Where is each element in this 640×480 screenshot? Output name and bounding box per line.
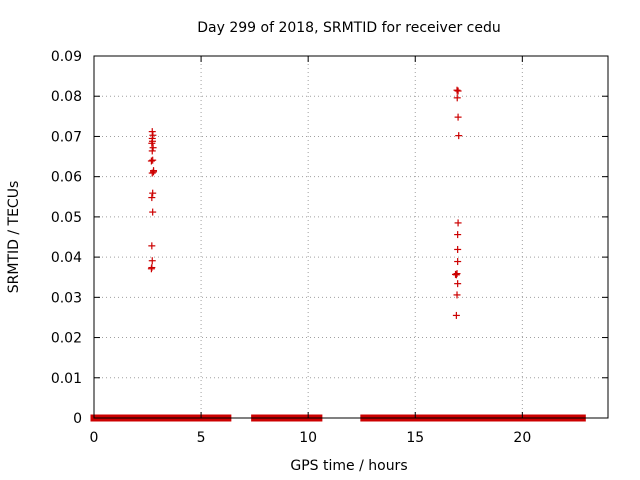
data-point — [148, 128, 156, 136]
y-tick-label: 0.01 — [51, 371, 82, 387]
y-tick-label: 0.05 — [51, 210, 82, 226]
y-tick-label: 0.06 — [51, 170, 82, 186]
data-point — [454, 87, 462, 95]
data-point — [454, 113, 462, 121]
data-point — [147, 157, 155, 165]
data-point — [148, 242, 156, 250]
grid-layer — [94, 56, 608, 418]
x-tick-label: 15 — [406, 430, 424, 446]
data-point — [454, 258, 462, 266]
data-point — [453, 94, 461, 102]
plot-frame — [93, 55, 609, 419]
axis-ticks — [93, 55, 608, 419]
x-tick-label: 5 — [197, 430, 206, 446]
x-tick-label: 10 — [299, 430, 317, 446]
data-point — [149, 208, 157, 216]
data-point — [453, 291, 461, 299]
data-point — [452, 270, 460, 278]
chart-title: Day 299 of 2018, SRMTID for receiver ced… — [197, 20, 500, 36]
data-point — [452, 311, 460, 319]
data-point — [454, 231, 462, 239]
data-point — [454, 280, 462, 288]
y-axis-label: SRMTID / TECUs — [6, 181, 22, 294]
data-point — [149, 144, 157, 152]
y-tick-label: 0.03 — [51, 290, 82, 306]
data-point — [148, 169, 156, 177]
y-tick-label: 0.07 — [51, 129, 82, 145]
data-point — [148, 139, 156, 147]
data-point — [148, 257, 156, 265]
x-tick-label: 0 — [90, 430, 99, 446]
y-tick-label: 0.09 — [51, 49, 82, 65]
x-axis-label: GPS time / hours — [290, 458, 407, 474]
y-tick-label: 0 — [73, 411, 82, 427]
data-point — [453, 270, 461, 278]
y-tick-label: 0.04 — [51, 250, 82, 266]
data-point — [148, 194, 156, 202]
data-point — [454, 219, 462, 227]
tick-labels: 0 0.01 0.02 0.03 0.04 0.05 0.06 0.07 0.08 0.09 0 5 1… — [51, 49, 531, 446]
y-tick-label: 0.08 — [51, 89, 82, 105]
data-point — [453, 86, 461, 94]
data-point — [454, 245, 462, 253]
data-point — [149, 189, 157, 197]
data-point — [149, 156, 157, 164]
x-tick-label: 20 — [513, 430, 531, 446]
data-point — [148, 147, 156, 155]
y-tick-label: 0.02 — [51, 331, 82, 347]
data-point — [150, 168, 158, 176]
data-point — [147, 265, 155, 273]
data-point — [455, 132, 463, 140]
data-point — [149, 131, 157, 139]
